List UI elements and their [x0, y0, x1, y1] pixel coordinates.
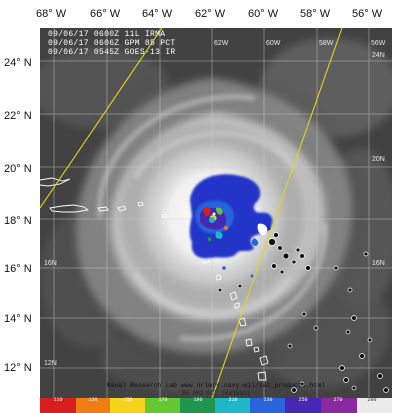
grid-tag-20n: 20N — [372, 156, 385, 163]
colorbar-tick: 250 — [298, 397, 308, 403]
lat-label-12n: 12° N — [4, 362, 32, 374]
colorbar-tick: 190 — [193, 397, 203, 403]
lon-label-56w: 56° W — [352, 8, 383, 20]
header-line-microwave: 09/06/17 0606Z GPM 85 PCT — [48, 39, 176, 48]
grid-tag-62w: 62W — [214, 40, 229, 47]
grid-tag-12n-left: 12N — [44, 360, 57, 367]
colorbar-tick: 230 — [263, 397, 273, 403]
header-line-storm: 09/06/17 0600Z 11L IRMA — [48, 30, 166, 39]
satellite-image: 09/06/17 0600Z 11L IRMA 09/06/17 0606Z G… — [40, 28, 392, 404]
swath-boundaries — [40, 28, 343, 404]
grid-tag-58w: 58W — [319, 40, 334, 47]
lat-label-20n: 20° N — [4, 163, 32, 175]
grid-tag-24n: 24N — [372, 52, 385, 59]
lat-label-22n: 22° N — [4, 110, 32, 122]
lat-label-18n: 18° N — [4, 215, 32, 227]
colorbar-tick: 150 — [123, 397, 133, 403]
grid-tag-16n: 16N — [372, 260, 385, 267]
colorbar-tick: 210 — [228, 397, 238, 403]
lat-label-24n: 24° N — [4, 57, 32, 69]
microwave-overlay — [189, 174, 273, 259]
colorbar — [40, 398, 392, 413]
colorbar-title: 85 GHz PCT (Kelvin) — [181, 390, 251, 397]
colorbar-tick: 270 — [333, 397, 343, 403]
lon-label-58w: 58° W — [300, 8, 331, 20]
grid-tag-60w: 60W — [266, 40, 281, 47]
grid-tag-56w: 56W — [371, 40, 386, 47]
lon-label-66w: 66° W — [90, 8, 121, 20]
colorbar-tick: 110 — [53, 397, 63, 403]
lon-label-60w: 60° W — [248, 8, 279, 20]
lat-label-16n: 16° N — [4, 263, 32, 275]
header-line-infrared: 09/06/17 0545Z GOES-13 IR — [48, 48, 176, 57]
colorbar-tick: 170 — [158, 397, 168, 403]
credit-line: Naval Research Lab www.nrlmry.navy.mil/s… — [106, 382, 326, 389]
colorbar-tick: 130 — [88, 397, 98, 403]
satellite-imagery-layer — [40, 28, 392, 404]
grid-tag-16n-left: 16N — [44, 260, 57, 267]
colorbar-tick: 290 — [367, 397, 377, 403]
lat-label-14n: 14° N — [4, 313, 32, 325]
lon-label-64w: 64° W — [142, 8, 173, 20]
lon-label-62w: 62° W — [195, 8, 226, 20]
lon-label-68w: 68° W — [36, 8, 67, 20]
convection-cells — [217, 224, 389, 393]
